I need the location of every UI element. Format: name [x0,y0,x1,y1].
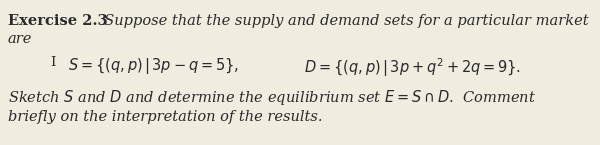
Text: are: are [8,32,32,46]
Text: briefly on the interpretation of the results.: briefly on the interpretation of the res… [8,110,323,124]
Text: $D = \{(q,p)\,|\,3p + q^2 + 2q = 9\}.$: $D = \{(q,p)\,|\,3p + q^2 + 2q = 9\}.$ [295,56,521,79]
Text: Exercise 2.3: Exercise 2.3 [8,14,107,28]
Text: Sketch $S$ and $D$ and determine the equilibrium set $E = S \cap D$.  Comment: Sketch $S$ and $D$ and determine the equ… [8,88,536,107]
Text: $S = \{(q,p)\,|\,3p - q = 5\},$: $S = \{(q,p)\,|\,3p - q = 5\},$ [68,56,239,76]
Text: I: I [50,56,55,69]
Text: Suppose that the supply and demand sets for a particular market: Suppose that the supply and demand sets … [95,14,589,28]
